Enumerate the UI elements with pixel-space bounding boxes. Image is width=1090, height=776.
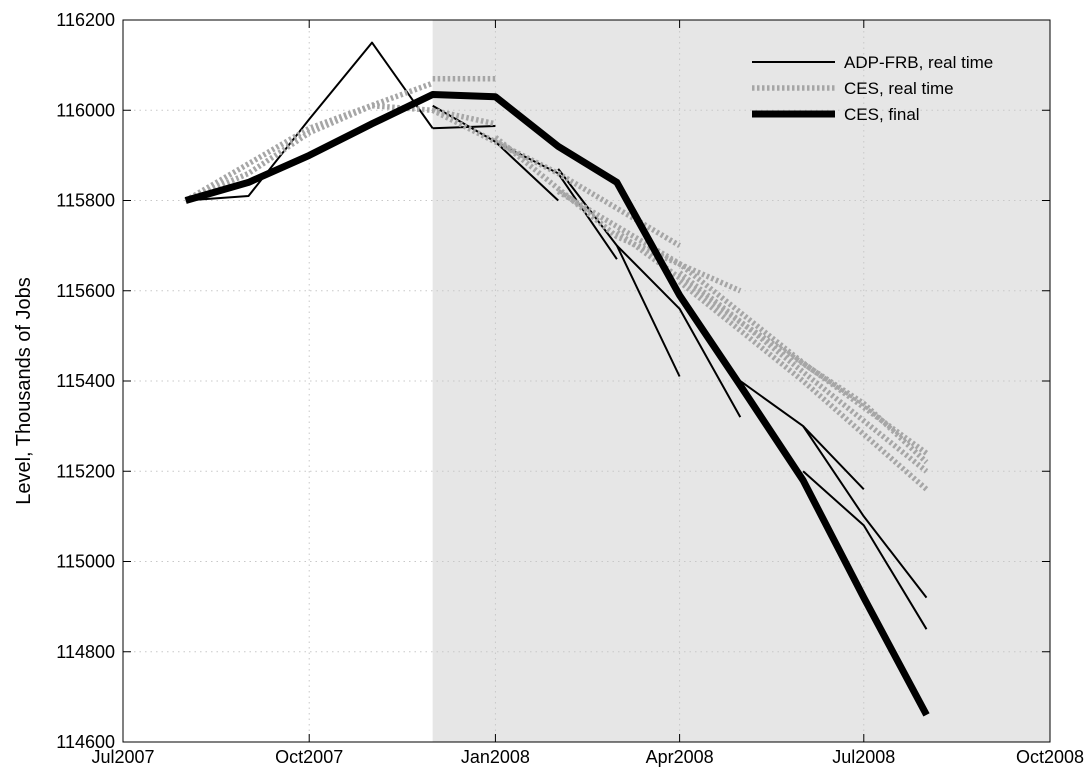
legend-label: CES, final xyxy=(844,105,920,124)
series-line-ces_rt xyxy=(431,107,682,248)
series-line-adp xyxy=(802,470,928,630)
y-tick-label: 116000 xyxy=(56,100,115,120)
x-tick-label: Oct2008 xyxy=(1016,747,1084,767)
series-line-ces_rt xyxy=(615,229,929,465)
legend-label: CES, real time xyxy=(844,79,954,98)
y-tick-label: 115000 xyxy=(56,552,115,572)
series-line-adp xyxy=(185,41,434,202)
y-tick-label: 115600 xyxy=(56,281,115,301)
y-tick-label: 115200 xyxy=(56,461,115,481)
series-layer xyxy=(184,41,930,717)
x-tick-label: Apr2008 xyxy=(646,747,714,767)
y-tick-label: 115800 xyxy=(56,191,115,211)
x-tick-label: Jan2008 xyxy=(461,747,530,767)
y-axis-label: Level, Thousands of Jobs xyxy=(13,277,35,505)
legend-label: ADP-FRB, real time xyxy=(844,53,993,72)
x-tick-label: Oct2007 xyxy=(275,747,343,767)
series-line-adp xyxy=(802,425,928,599)
series-line-ces_rt xyxy=(493,135,742,294)
x-tick-label: Jul2008 xyxy=(832,747,895,767)
y-tick-label: 114600 xyxy=(56,732,115,752)
series-line-ces_rt xyxy=(184,80,434,203)
y-tick-label: 116200 xyxy=(56,10,115,30)
x-tick-label: Jul2007 xyxy=(91,747,154,767)
series-line-adp xyxy=(616,244,742,418)
series-line-ces_rt xyxy=(556,189,929,456)
series-line-ces_final xyxy=(184,91,930,717)
legend: ADP-FRB, real time CES, real time CES, fin… xyxy=(752,53,993,124)
y-tick-label: 115400 xyxy=(56,371,115,391)
y-tick-label: 114800 xyxy=(56,642,115,662)
tick-layer: Jul2007 Oct2007 Jan2008 Apr2008 Jul2008 Oct20… xyxy=(56,10,1084,767)
